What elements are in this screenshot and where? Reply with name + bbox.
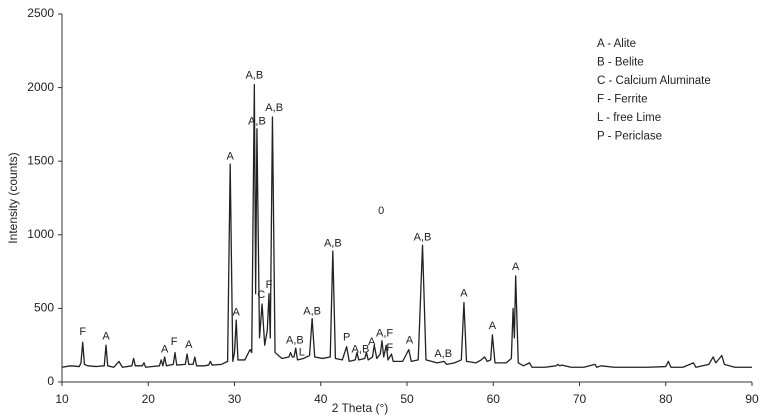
x-tick-label: 50: [400, 392, 414, 406]
peak-label: P: [343, 332, 350, 344]
peak-label: A,B: [414, 232, 432, 244]
peak-label: L: [299, 346, 305, 358]
legend-entry: C - Calcium Aluminate: [597, 75, 711, 87]
legend-entry: B - Belite: [597, 57, 644, 69]
x-tick-label: 80: [659, 392, 673, 406]
peak-label: F: [266, 279, 273, 291]
peak-label: A: [185, 339, 193, 351]
peak-label: 0: [378, 205, 384, 217]
x-tick-label: 20: [142, 392, 156, 406]
y-tick-label: 500: [34, 301, 54, 315]
peak-label: A,B: [303, 305, 321, 317]
peak-label: A: [460, 288, 468, 300]
peak-label: A: [233, 307, 241, 319]
x-tick-label: 10: [55, 392, 69, 406]
y-tick-label: 0: [47, 374, 54, 388]
legend-entry: A - Alite: [597, 38, 636, 50]
y-tick-label: 1500: [27, 153, 54, 167]
peak-label: A,B: [434, 348, 452, 360]
y-tick-label: 1000: [27, 227, 54, 241]
legend-entry: F - Ferrite: [597, 94, 647, 106]
peak-label: A,B: [248, 115, 266, 127]
legend-entry: L - free Lime: [597, 112, 661, 124]
x-tick-label: 40: [314, 392, 328, 406]
peak-label: A: [406, 335, 414, 347]
y-axis-label: Intensity (counts): [6, 152, 20, 243]
peak-label: A,B: [352, 344, 370, 356]
x-tick-label: 30: [228, 392, 242, 406]
peak-label: A,F: [376, 327, 393, 339]
x-tick-label: 60: [487, 392, 501, 406]
x-tick-label: 70: [573, 392, 587, 406]
peak-label: A: [368, 336, 376, 348]
peak-label: F: [79, 326, 86, 338]
x-axis-label: 2 Theta (°): [332, 401, 389, 415]
peak-label: A,B: [324, 238, 342, 250]
y-tick-label: 2000: [27, 80, 54, 94]
peak-label: A,B: [245, 70, 263, 82]
legend-entry: P - Periclase: [597, 131, 662, 143]
peak-label: C: [257, 289, 265, 301]
peak-label: A: [512, 261, 520, 273]
xrd-line: [61, 84, 752, 368]
peak-label: A: [161, 344, 169, 356]
x-tick-label: 90: [745, 392, 759, 406]
peak-label: A,B: [286, 335, 304, 347]
y-tick-label: 2500: [27, 6, 54, 20]
peak-label: F: [171, 336, 178, 348]
peak-label: A: [489, 320, 497, 332]
peak-label: A: [227, 151, 235, 163]
peak-label: A,B: [265, 102, 283, 114]
peak-label: F: [386, 342, 393, 354]
peak-label: A: [102, 330, 110, 342]
